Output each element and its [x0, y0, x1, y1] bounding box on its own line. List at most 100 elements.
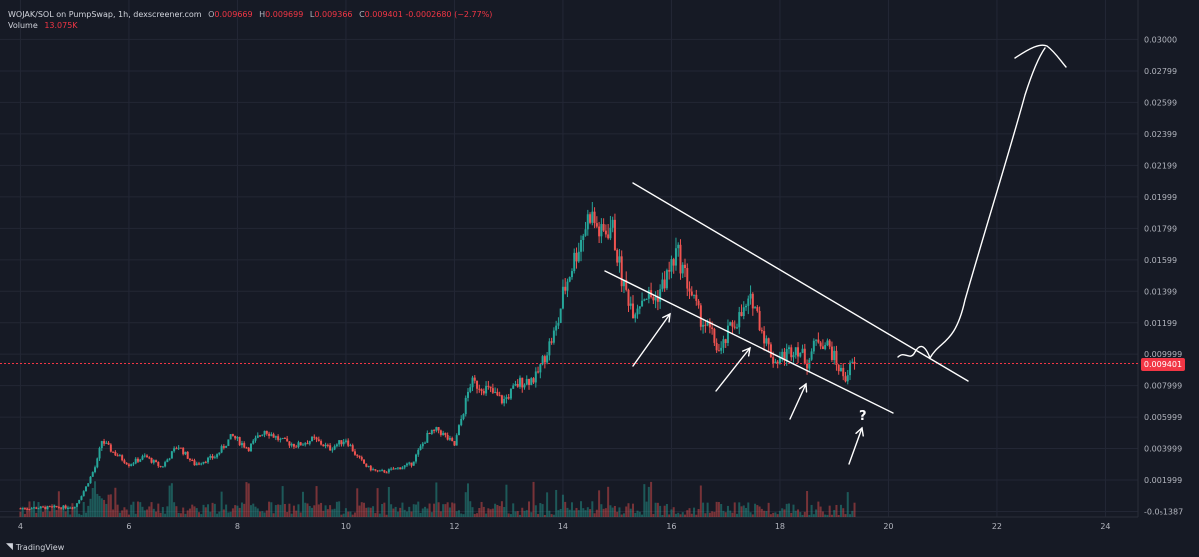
candle-body — [437, 427, 440, 431]
volume-bar — [78, 513, 81, 517]
symbol-title[interactable]: WOJAK/SOL on PumpSwap, 1h, dexscreener.c… — [8, 10, 202, 19]
volume-bar — [344, 508, 347, 517]
candle-body — [797, 347, 800, 357]
volume-bar — [410, 511, 413, 517]
candle-body — [717, 350, 720, 352]
volume-bar — [821, 511, 824, 517]
volume-bar — [645, 501, 648, 517]
volume-bar — [73, 508, 76, 517]
volume-bar — [252, 503, 255, 517]
candle-body — [627, 289, 630, 306]
candle-body — [245, 447, 248, 449]
candle-body — [73, 506, 76, 509]
candle-body — [290, 443, 293, 446]
volume-bar — [168, 485, 171, 517]
volume-bar — [625, 506, 628, 517]
annotation-arrow — [789, 383, 807, 420]
volume-bar — [105, 503, 108, 517]
candle-body — [372, 469, 375, 471]
volume-bar — [774, 512, 777, 517]
candle-body — [512, 385, 515, 389]
candle-body — [299, 442, 302, 446]
volume-bar — [482, 506, 485, 517]
candle-body — [211, 455, 214, 459]
volume-bar — [198, 512, 201, 517]
candle-body — [417, 449, 420, 455]
candle-body — [62, 505, 65, 509]
candle-body — [668, 270, 671, 272]
candle-body — [69, 507, 72, 509]
candle-body — [435, 427, 438, 431]
volume-bar — [541, 504, 544, 517]
x-tick-label: 14 — [558, 522, 568, 531]
candle-body — [195, 463, 198, 466]
volume-bar — [724, 512, 727, 517]
volume-bar — [839, 504, 842, 517]
candle-body — [259, 435, 262, 437]
candle-body — [851, 361, 854, 363]
volume-bar — [166, 506, 169, 517]
volume-bar — [512, 503, 515, 517]
candle-body — [772, 357, 775, 364]
candle-body — [690, 291, 693, 296]
volume-bar — [322, 510, 325, 517]
candle-body — [806, 363, 809, 369]
candle-body — [503, 399, 506, 404]
volume-bar — [243, 503, 246, 517]
volume-label[interactable]: Volume — [8, 21, 38, 30]
volume-bar — [754, 503, 757, 517]
volume-bar — [457, 510, 460, 517]
candle-body — [399, 467, 402, 470]
candle-body — [170, 451, 173, 459]
y-tick-label: 0.009999 — [1144, 350, 1182, 359]
candle-body — [216, 454, 219, 458]
candle-body — [769, 344, 772, 358]
candle-body — [363, 459, 366, 464]
volume-bar — [573, 510, 576, 517]
candle-body — [44, 506, 47, 509]
candle-body — [812, 340, 815, 352]
volume-bar — [89, 498, 92, 517]
volume-bar — [399, 507, 402, 517]
candle-body — [21, 508, 24, 510]
candle-body — [708, 321, 711, 328]
volume-bar — [487, 508, 490, 517]
candle-body — [523, 384, 526, 388]
volume-bar — [91, 488, 94, 517]
volume-bar — [695, 514, 698, 517]
candle-body — [815, 339, 818, 341]
candle-body — [424, 442, 427, 444]
candle-body — [288, 441, 291, 446]
volume-bar — [534, 505, 537, 517]
candle-body — [297, 442, 300, 448]
candle-body — [295, 446, 298, 448]
candle-body — [200, 463, 203, 465]
volume-bar — [772, 512, 775, 517]
volume-bar — [356, 488, 359, 517]
volume-bar — [401, 502, 404, 517]
candle-body — [575, 252, 578, 262]
volume-bar — [209, 511, 212, 517]
volume-bar — [439, 511, 442, 517]
volume-bar — [598, 490, 601, 517]
candle-body — [729, 322, 732, 326]
candle-body — [64, 505, 67, 509]
candle-body — [661, 279, 664, 290]
volume-bar — [290, 513, 293, 517]
candle-body — [550, 341, 553, 343]
candle-body — [270, 434, 273, 436]
volume-bar — [236, 505, 239, 517]
y-tick-label: 0.01199 — [1144, 319, 1177, 328]
tradingview-branding[interactable]: ◥ TradingView — [6, 542, 64, 552]
candle-body — [803, 348, 806, 364]
close-label: C — [359, 10, 365, 19]
volume-bar — [30, 509, 33, 517]
volume-bar — [175, 506, 178, 517]
candle-body — [711, 327, 714, 330]
volume-bar — [374, 513, 377, 517]
candle-body — [629, 303, 632, 306]
y-tick-label: 0.02799 — [1144, 67, 1177, 76]
volume-bar — [561, 494, 564, 517]
volume-bar — [170, 483, 173, 517]
